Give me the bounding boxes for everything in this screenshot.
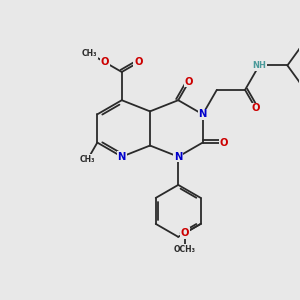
- Text: NH: NH: [252, 61, 266, 70]
- Text: N: N: [199, 109, 207, 119]
- Text: CH₃: CH₃: [80, 155, 95, 164]
- Text: O: O: [134, 57, 143, 67]
- Text: O: O: [220, 138, 228, 148]
- Text: O: O: [101, 57, 109, 67]
- Text: O: O: [181, 228, 189, 238]
- Text: OCH₃: OCH₃: [174, 245, 196, 254]
- Text: N: N: [118, 152, 126, 162]
- Text: O: O: [251, 103, 260, 113]
- Text: N: N: [174, 152, 182, 162]
- Text: CH₃: CH₃: [82, 49, 97, 58]
- Text: O: O: [185, 77, 193, 87]
